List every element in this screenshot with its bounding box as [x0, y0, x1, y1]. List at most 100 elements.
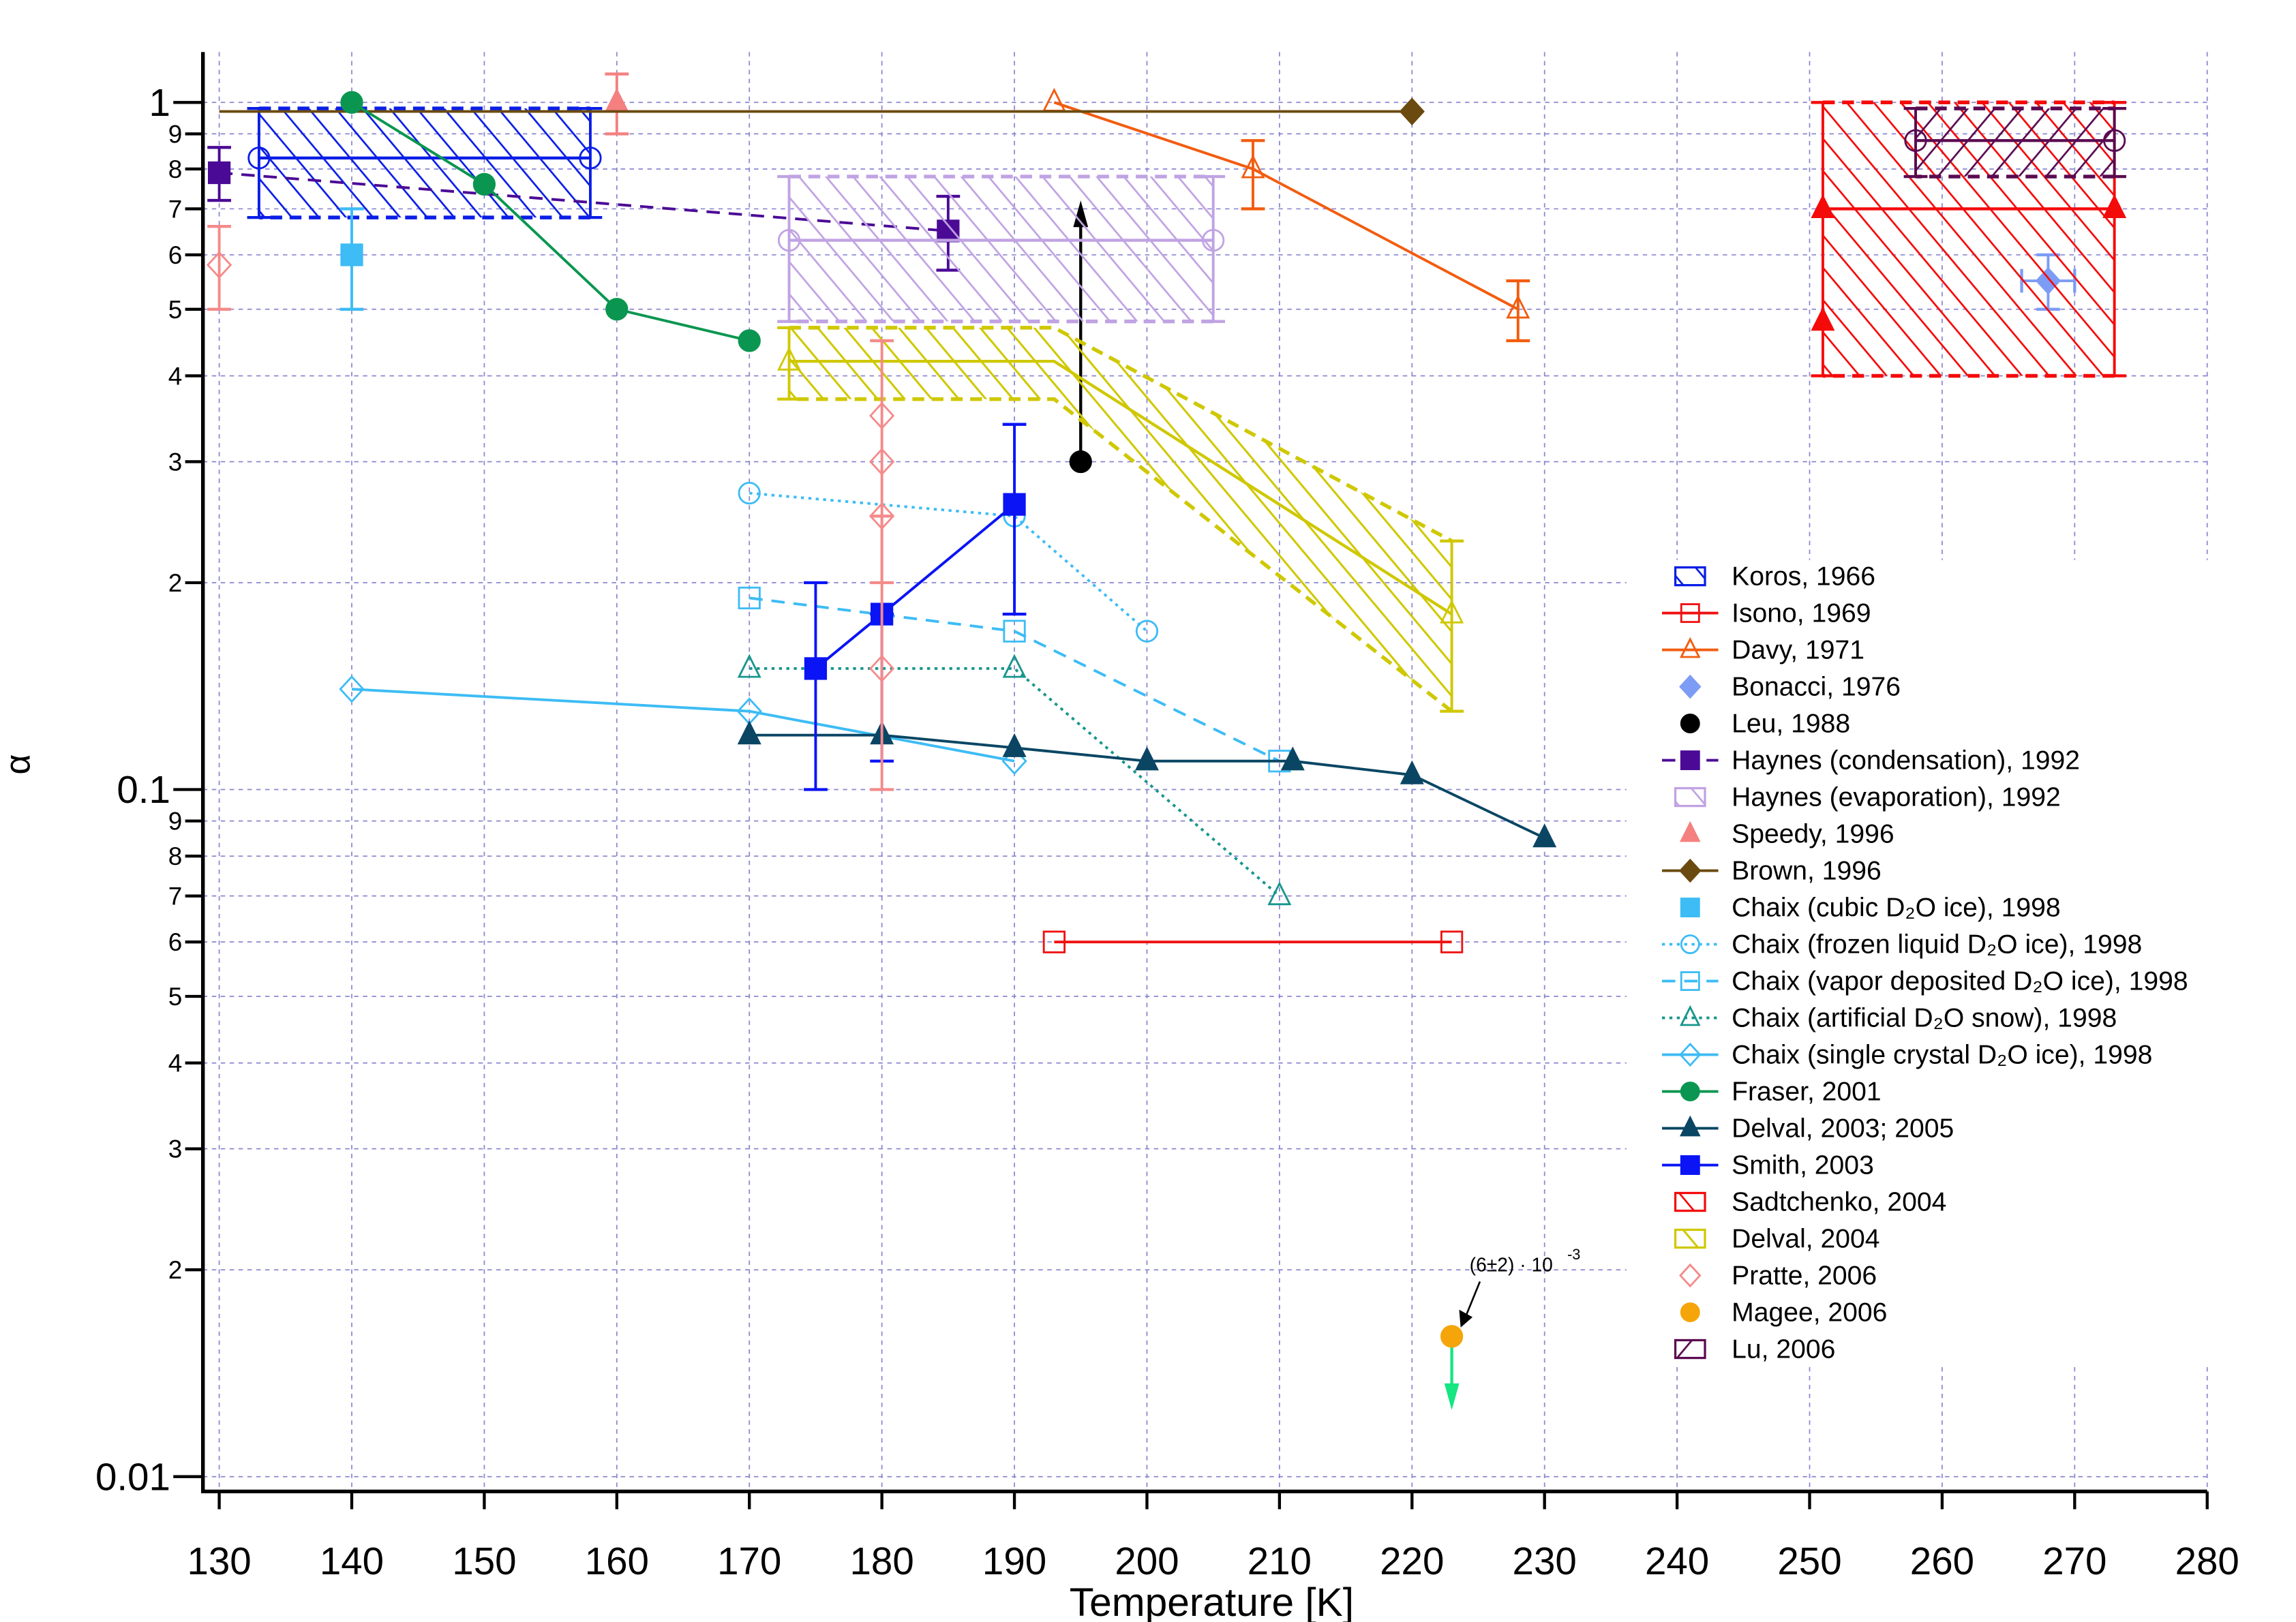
x-tick-label: 210 — [1248, 1540, 1312, 1582]
y-minor-tick-label: 6 — [168, 928, 183, 956]
legend-entry: Fraser, 2001 — [1661, 1077, 1882, 1107]
data-point — [1134, 746, 1159, 771]
y-minor-tick-label: 7 — [168, 883, 183, 911]
data-point — [736, 697, 762, 725]
data-point — [738, 329, 761, 352]
legend-entry: Davy, 1971 — [1661, 636, 1864, 665]
data-point — [247, 147, 271, 170]
annotation-superscript: -3 — [1567, 1246, 1580, 1263]
data-point — [1440, 1325, 1464, 1348]
data-point — [777, 346, 802, 371]
series-line — [749, 596, 1280, 763]
series-7 — [605, 72, 629, 136]
y-minor-tick-label: 2 — [168, 1256, 183, 1284]
legend-entry: Delval, 2004 — [1674, 1225, 1880, 1254]
legend-label: Chaix (vapor deposited D₂O ice), 1998 — [1732, 967, 2188, 996]
legend-entry: Haynes (condensation), 1992 — [1661, 746, 2080, 776]
data-point — [472, 172, 496, 196]
data-point — [738, 481, 761, 505]
legend-label: Lu, 2006 — [1732, 1335, 1835, 1364]
y-axis-label: α — [0, 754, 37, 774]
legend-entry: Magee, 2006 — [1680, 1298, 1887, 1328]
region-upper-edge — [789, 326, 1453, 543]
region-center-line — [789, 359, 1453, 615]
axes: 130 140 150 160 170 180 190 200 210 220 230 240 250 2… — [95, 52, 2239, 1582]
data-point — [1904, 129, 1927, 152]
legend-label: Pratte, 2006 — [1732, 1261, 1877, 1291]
y-minor-tick-label: 3 — [168, 1135, 183, 1163]
x-tick-label: 220 — [1380, 1540, 1444, 1582]
series-line — [815, 503, 1016, 670]
data-point — [1002, 654, 1027, 678]
data-point — [804, 657, 828, 680]
x-tick-label: 280 — [2175, 1540, 2239, 1582]
data-point — [1241, 154, 1265, 179]
legend-label: Chaix (single crystal D₂O ice), 1998 — [1732, 1041, 2152, 1070]
series-6 — [777, 174, 1226, 324]
data-point — [1506, 294, 1530, 319]
annotation-arrow-head — [1459, 1309, 1473, 1328]
legend-marker — [1679, 1042, 1702, 1067]
x-tick-label: 130 — [187, 1540, 251, 1582]
legend-label: Magee, 2006 — [1732, 1298, 1887, 1328]
legend: Koros, 1966 Isono, 1969 Davy, 1971 Bonacci,… — [1661, 562, 2188, 1364]
legend-entry: Sadtchenko, 2004 — [1674, 1188, 1946, 1217]
legend-entry: Haynes (evaporation), 1992 — [1674, 783, 2061, 812]
series-9 — [339, 207, 364, 311]
y-minor-tick-label: 8 — [168, 155, 183, 183]
series-14 — [340, 91, 761, 352]
series-line — [749, 491, 1148, 632]
series-0 — [247, 106, 603, 219]
legend-marker — [1679, 1115, 1701, 1137]
legend-marker — [1680, 750, 1700, 771]
legend-label: Sadtchenko, 2004 — [1732, 1188, 1946, 1217]
data-point — [1069, 450, 1092, 474]
data-point — [1440, 599, 1464, 624]
y-minor-tick-label: 5 — [168, 296, 183, 324]
y-minor-tick-label: 2 — [168, 569, 183, 597]
y-minor-tick-label: 6 — [168, 241, 183, 269]
legend-entry: Chaix (vapor deposited D₂O ice), 1998 — [1661, 967, 2188, 996]
x-tick-label: 170 — [717, 1540, 781, 1582]
legend-entry: Chaix (cubic D₂O ice), 1998 — [1680, 893, 2061, 923]
legend-marker — [1679, 858, 1702, 883]
data-point — [1267, 881, 1292, 906]
series-15 — [737, 720, 1557, 848]
x-tick-label: 150 — [452, 1540, 516, 1582]
legend-entry: Smith, 2003 — [1661, 1151, 1874, 1180]
y-tick-label: 0.01 — [95, 1455, 170, 1498]
legend-entry: Koros, 1966 — [1674, 562, 1875, 592]
data-point — [1042, 930, 1066, 953]
data-point — [340, 91, 363, 114]
series-10 — [738, 481, 1159, 643]
legend-swatch — [1674, 1191, 1706, 1212]
legend-marker — [1680, 1082, 1700, 1101]
legend-marker — [1679, 821, 1701, 842]
series-12 — [737, 654, 1292, 906]
data-point — [1002, 733, 1027, 757]
series-20 — [1440, 1325, 1464, 1411]
x-tick-label: 200 — [1115, 1540, 1179, 1582]
legend-entry: Bonacci, 1976 — [1679, 673, 1901, 702]
limit-arrow-head — [1444, 1383, 1460, 1411]
legend-marker — [1679, 1263, 1702, 1288]
legend-label: Chaix (frozen liquid D₂O ice), 1998 — [1732, 930, 2142, 960]
legend-marker — [1679, 1005, 1701, 1026]
legend-label: Bonacci, 1976 — [1732, 673, 1901, 702]
y-tick-label: 0.1 — [117, 768, 170, 811]
legend-marker — [1680, 603, 1700, 624]
legend-entry: Isono, 1969 — [1661, 599, 1871, 628]
data-point — [1399, 97, 1425, 125]
legend-entry: Pratte, 2006 — [1679, 1261, 1877, 1291]
data-point — [1042, 87, 1066, 112]
data-point — [1135, 619, 1159, 643]
y-minor-tick-label: 4 — [168, 1050, 183, 1077]
legend-swatch — [1674, 1338, 1706, 1360]
legend-label: Delval, 2003; 2005 — [1732, 1114, 1954, 1144]
legend-label: Koros, 1966 — [1732, 562, 1875, 592]
legend-entry: Lu, 2006 — [1674, 1335, 1835, 1364]
legend-label: Delval, 2004 — [1732, 1225, 1879, 1254]
axis-lines — [200, 52, 2207, 1494]
x-tick-label: 270 — [2042, 1540, 2106, 1582]
